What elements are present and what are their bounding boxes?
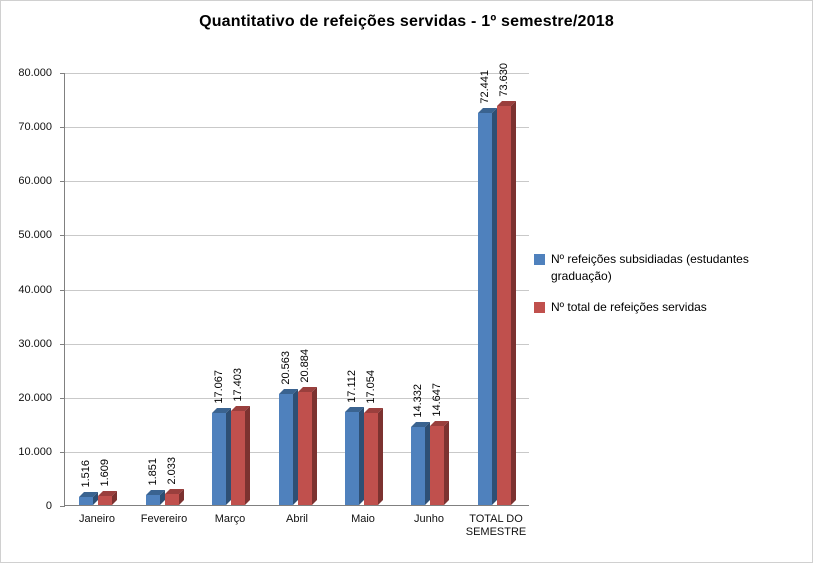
y-axis-tick-label: 80.000 [18,67,52,79]
bar-total [98,491,117,505]
bar-front-face [165,494,179,505]
gridline [65,181,529,182]
bar-value-label: 14.332 [412,384,424,418]
gridline [65,290,529,291]
y-axis-labels: 0 10.000 20.000 30.000 40.000 50.000 60.000 70.… [1,67,58,512]
y-axis-tick [60,452,65,453]
bar-subsidiadas [345,407,364,505]
bar-side-face [312,387,317,505]
x-axis-label: TOTAL DO SEMESTRE [465,513,527,538]
bar-front-face [146,495,160,505]
bar-front-face [231,411,245,505]
y-axis-tick-label: 60.000 [18,175,52,187]
legend: Nº refeições subsidiadas (estudantes gra… [534,251,806,330]
y-axis-tick-label: 30.000 [18,338,52,350]
x-axis-label: Junho [414,513,444,525]
bar-value-label: 73.630 [498,63,510,97]
bar-value-label: 1.851 [147,458,159,486]
bar-side-face [179,489,184,505]
legend-item-subsidiadas: Nº refeições subsidiadas (estudantes gra… [534,251,806,285]
y-axis-tick-label: 0 [45,500,52,512]
chart-title: Quantitativo de refeições servidas - 1º … [199,13,614,30]
x-axis-label: Abril [285,513,308,525]
bar-front-face [497,106,511,505]
bar-front-face [411,427,425,505]
y-axis-tick [60,127,65,128]
bar-total [430,421,449,505]
bar-value-label: 20.884 [299,349,311,383]
bar-subsidiadas [146,490,165,505]
x-axis-label: Fevereiro [140,513,188,525]
bar-value-label: 2.033 [166,457,178,485]
bar-front-face [279,394,293,505]
bar-value-label: 17.067 [213,370,225,404]
bar-value-label: 17.054 [365,370,377,404]
bar-total [165,489,184,505]
x-axis-labels: Janeiro Fevereiro Março Abril Maio Junho TOTAL… [64,513,529,557]
y-axis-tick [60,290,65,291]
x-axis-label: Maio [351,513,375,525]
bar-value-label: 20.563 [280,351,292,385]
gridline [65,344,529,345]
legend-swatch-red [534,302,545,313]
plot-area: 1.516 1.609 1.851 2.033 17.067 17.403 20.563 20… [60,63,529,507]
gridline [65,235,529,236]
y-axis-tick [60,398,65,399]
y-axis-tick [60,506,65,507]
bar-side-face [444,421,449,505]
y-axis-tick [60,235,65,236]
bar-total [497,101,516,505]
bar-value-label: 1.516 [80,460,92,488]
y-axis-tick [60,73,65,74]
bar-total [298,387,317,505]
bar-subsidiadas [411,422,430,505]
bar-front-face [212,413,226,505]
bar-front-face [430,426,444,505]
x-axis-label: Janeiro [78,513,116,525]
legend-label-total: Nº total de refeições servidas [551,300,707,314]
bar-front-face [364,413,378,505]
legend-item-total: Nº total de refeições servidas [534,299,806,316]
bar-value-label: 17.403 [232,368,244,402]
bar-front-face [345,412,359,505]
bar-subsidiadas [79,492,98,505]
legend-label-subsidiadas: Nº refeições subsidiadas (estudantes gra… [551,252,749,283]
gridline [65,73,529,74]
bar-front-face [98,496,112,505]
bar-subsidiadas [212,408,231,505]
bar-subsidiadas [279,389,298,505]
bar-front-face [478,113,492,505]
y-axis-tick-label: 50.000 [18,229,52,241]
y-axis-tick-label: 40.000 [18,284,52,296]
gridline [65,127,529,128]
bar-total [364,408,383,505]
bar-total [231,406,250,505]
bar-front-face [79,497,93,505]
bar-value-label: 1.609 [99,459,111,487]
bar-value-label: 72.441 [479,70,491,104]
y-axis-tick [60,181,65,182]
bar-side-face [378,408,383,505]
bar-subsidiadas [478,108,497,505]
x-axis-label: Março [214,513,246,525]
bar-value-label: 17.112 [346,370,358,403]
y-axis-tick-label: 70.000 [18,121,52,133]
y-axis-tick [60,344,65,345]
bar-value-label: 14.647 [431,383,443,417]
bar-side-face [245,406,250,505]
legend-swatch-blue [534,254,545,265]
bar-side-face [511,101,516,505]
y-axis-tick-label: 10.000 [18,446,52,458]
bar-front-face [298,392,312,505]
y-axis-tick-label: 20.000 [18,392,52,404]
